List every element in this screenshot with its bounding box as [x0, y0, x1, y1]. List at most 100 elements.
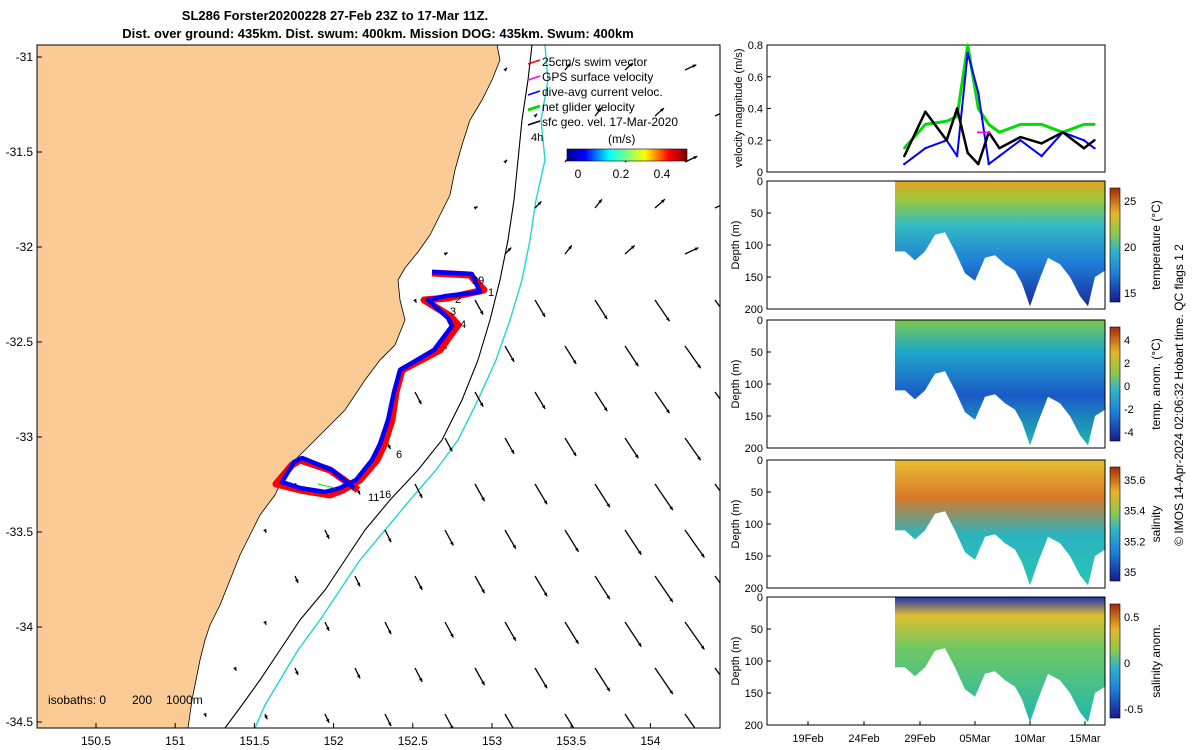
track-label-11: 11: [368, 492, 379, 504]
cbar-tick-label: 35.6: [1124, 475, 1145, 487]
velocity-arrow: [594, 575, 611, 600]
velocity-arrow: [594, 483, 611, 508]
arrow-head: [512, 636, 516, 641]
depth-tick-label: 150: [745, 272, 763, 284]
velocity-series: [903, 43, 1096, 166]
velocity-arrow: [714, 299, 720, 308]
depth-label: Depth (m): [730, 637, 742, 686]
cbar-tick-label: -0.5: [1124, 704, 1143, 716]
velocity-point: [1040, 123, 1043, 126]
depth-tick-label: 200: [745, 304, 763, 316]
arrow-head: [575, 639, 579, 644]
lat-tick-label: -34.5: [6, 715, 34, 729]
velocity-point: [998, 154, 1001, 158]
track-label-6: 6: [396, 449, 402, 461]
title-line2: Dist. over ground: 435km. Dist. swum: 40…: [122, 26, 634, 41]
velocity-point: [1019, 123, 1022, 126]
velocity-point: [987, 123, 991, 126]
velocity-point: [1040, 142, 1043, 145]
arrow-head: [413, 298, 417, 303]
cbar-tick-label: 15: [1124, 288, 1136, 300]
velocity-arrow: [534, 483, 548, 505]
arrow-head: [666, 317, 670, 322]
legend-swatch-dive: [527, 90, 541, 96]
arrow-head: [669, 506, 673, 511]
velocity-arrow: [714, 391, 720, 400]
velocity-arrow: [714, 575, 720, 584]
velocity-point: [945, 139, 948, 142]
track-label-2: 2: [455, 294, 461, 306]
section-colorbar: [1109, 187, 1121, 303]
velocity-point: [924, 146, 927, 150]
arrow-head: [419, 585, 423, 590]
section-colorbar: [1109, 603, 1121, 719]
velocity-point: [966, 43, 969, 47]
velocity-arrow: [654, 483, 674, 511]
date-tick-label: 05Mar: [959, 733, 991, 745]
arrow-head: [418, 400, 422, 405]
arrow-head: [669, 598, 673, 603]
lon-tick-label: 153: [482, 734, 502, 748]
depth-tick-label: 100: [745, 519, 763, 531]
arrow-head: [603, 407, 608, 412]
cbar-tick-label: 0: [1124, 381, 1130, 393]
cbar-label: temp. anom. (°C): [1149, 338, 1163, 430]
arrow-head: [507, 247, 512, 252]
map-legend: 25cm/s swim vector GPS surface velocity …: [527, 55, 688, 181]
arrow-head: [356, 582, 361, 587]
depth-tick-label: 0: [757, 315, 763, 327]
arrow-head: [724, 110, 728, 113]
arrow-head: [387, 538, 392, 543]
isobath-200m: [224, 45, 533, 728]
depth-tick-label: 100: [745, 240, 763, 252]
arrow-head: [481, 681, 485, 686]
lon-tick-label: 151.5: [239, 734, 269, 748]
depth-tick-label: 50: [751, 347, 763, 359]
velocity-point: [1061, 131, 1064, 134]
depth-label: Depth (m): [730, 360, 742, 409]
arrow-head: [443, 252, 448, 256]
lat-tick-label: -34: [16, 620, 34, 634]
section-panel-salinity: 0 50 100 150 200 Depth (m) 35.6 35.4 35.2 35 salin…: [730, 455, 1163, 595]
velocity-point: [924, 110, 927, 113]
map-lon-axis: 150.5 151 151.5 152 152.5 153 153.5 154: [81, 723, 661, 748]
arrow-head: [598, 199, 602, 204]
cbar-label: salinity anom.: [1149, 624, 1163, 697]
arrow-head: [541, 312, 546, 317]
cbar-tick-label: 0.5: [1124, 612, 1139, 624]
lon-tick-label: 153.5: [556, 734, 586, 748]
credit-line: © IMOS 14-Apr-2024 02:06:32 Hobart time.…: [1172, 244, 1186, 546]
velocity-point: [955, 107, 959, 110]
title-line1: SL286 Forster20200228 27-Feb 23Z to 17-M…: [182, 8, 488, 23]
vel-tick-label: 0.8: [748, 40, 763, 52]
arrow-head: [568, 245, 572, 250]
arrow-head: [295, 671, 299, 676]
vel-tick-label: 0.2: [748, 135, 763, 147]
arrow-head: [728, 319, 732, 323]
arrow-head: [450, 541, 454, 546]
arrow-head: [634, 362, 639, 367]
track-label-4h: 4h: [531, 132, 543, 144]
velocity-point: [1093, 123, 1096, 126]
velocity-arrow: [714, 667, 720, 676]
cbar-tick-label: 20: [1124, 242, 1136, 254]
arrow-head: [479, 310, 484, 315]
lat-tick-label: -33: [16, 430, 34, 444]
arrow-head: [450, 633, 454, 638]
arrow-head: [264, 715, 268, 720]
velocity-arrow: [534, 575, 548, 597]
velocity-arrow: [654, 391, 671, 414]
depth-label: Depth (m): [730, 221, 742, 270]
cbar-label: salinity: [1149, 506, 1163, 543]
arrow-head: [637, 642, 642, 647]
arrow-head: [572, 452, 577, 457]
depth-tick-label: 0: [757, 176, 763, 188]
velocity-arrow: [684, 437, 702, 461]
track-label-3: 3: [450, 306, 456, 318]
arrow-head: [666, 409, 670, 414]
velocity-point: [998, 131, 1001, 134]
arrow-head: [387, 444, 391, 449]
colorbar-tick-0: 0: [575, 167, 582, 181]
lon-tick-label: 150.5: [81, 734, 111, 748]
legend-sfc: sfc geo. vel. 17-Mar-2020: [542, 115, 678, 129]
